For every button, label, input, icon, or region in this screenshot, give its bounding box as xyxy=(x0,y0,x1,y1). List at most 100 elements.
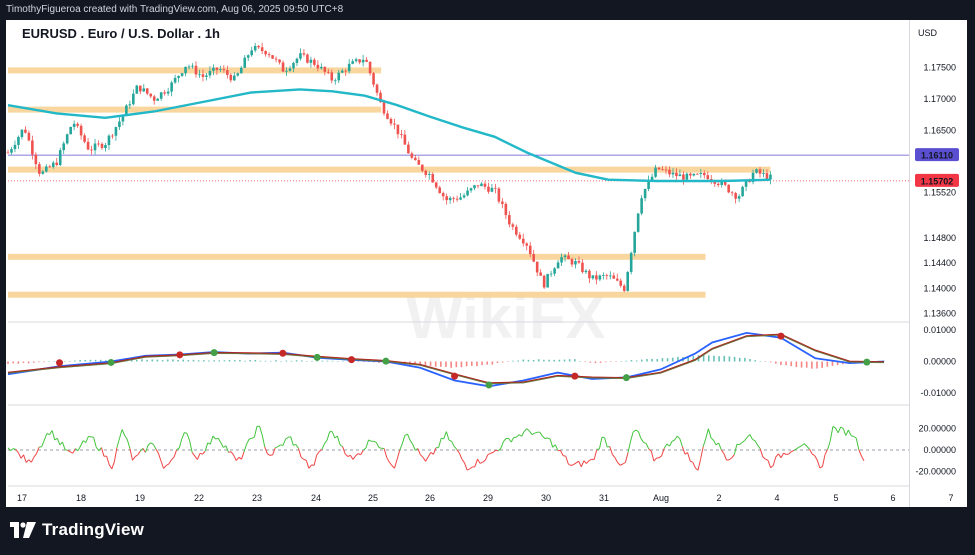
macd-histogram-bar xyxy=(74,360,76,362)
candle-body xyxy=(504,203,508,216)
candle-body xyxy=(487,186,490,192)
candle-body xyxy=(142,88,146,92)
macd-histogram-bar xyxy=(249,360,251,362)
x-axis-tick-7: 7 xyxy=(948,493,953,503)
osc-segment xyxy=(731,454,735,459)
candle-body xyxy=(125,105,128,116)
osc-segment xyxy=(528,430,533,435)
macd-histogram-bar xyxy=(831,361,834,366)
macd-histogram-bar xyxy=(558,359,561,362)
candle-body xyxy=(323,66,327,72)
candle-body xyxy=(365,59,368,62)
osc-segment xyxy=(280,444,284,446)
osc-segment xyxy=(33,453,37,458)
candle-body xyxy=(769,174,772,180)
osc-segment xyxy=(619,463,624,466)
candle-body xyxy=(400,134,403,135)
osc-segment xyxy=(238,456,242,460)
macd-histogram-bar xyxy=(630,360,633,362)
osc-segment xyxy=(648,448,652,452)
moving-average-line xyxy=(7,88,771,183)
osc-segment xyxy=(168,459,172,465)
osc-segment xyxy=(822,454,826,467)
candle-body xyxy=(340,70,344,73)
candle-body xyxy=(720,181,724,185)
macd-histogram-bar xyxy=(476,361,478,367)
osc-segment xyxy=(728,457,733,461)
osc-segment xyxy=(850,435,854,437)
macd-histogram-bar xyxy=(522,359,525,362)
osc-segment xyxy=(427,452,432,458)
macd-histogram-bar xyxy=(733,356,736,362)
osc-segment xyxy=(155,448,159,454)
candle-body xyxy=(490,187,494,192)
candle-body xyxy=(194,65,198,75)
osc-segment xyxy=(645,443,650,450)
tradingview-brand[interactable]: TradingView xyxy=(10,520,144,540)
osc-segment xyxy=(139,448,144,452)
macd-histogram-bar xyxy=(99,359,102,362)
osc-segment xyxy=(860,455,865,461)
osc-segment xyxy=(715,442,719,446)
macd-histogram-bar xyxy=(759,361,762,362)
osc-segment xyxy=(326,431,331,441)
candle-body xyxy=(574,261,577,265)
macd-histogram-bar xyxy=(378,361,380,363)
osc-segment xyxy=(746,434,751,438)
osc-segment xyxy=(176,447,180,451)
osc-segment xyxy=(275,446,278,449)
candle-body xyxy=(198,74,201,76)
axes-layer: 17 18 19 22 23 24 25 26 29 30 31 Aug 2 4 5 6 71.175001.1… xyxy=(8,62,959,503)
macd-histogram-bar xyxy=(465,361,468,367)
osc-segment xyxy=(414,448,419,451)
macd-histogram-bar xyxy=(661,358,664,362)
osc-segment xyxy=(627,441,631,453)
osc-segment xyxy=(552,444,556,448)
macd-histogram-bar xyxy=(517,360,519,362)
osc-segment xyxy=(575,460,579,464)
chart-svg[interactable]: WikiFX 17 18 19 22 23 24 25 26 29 30 31 Aug 2 4 5 6 71.1… xyxy=(6,20,967,507)
candle-body xyxy=(508,215,511,225)
osc-segment xyxy=(650,450,655,462)
candle-body xyxy=(145,88,149,94)
candle-body xyxy=(316,64,320,69)
osc-segment xyxy=(298,448,302,458)
candle-body xyxy=(128,104,132,106)
macd-histogram-bar xyxy=(146,359,148,362)
candle-body xyxy=(483,183,487,187)
osc-segment xyxy=(308,464,312,469)
candle-body xyxy=(730,192,734,194)
candle-body xyxy=(473,185,476,189)
attribution-text: TimothyFigueroa created with TradingView… xyxy=(6,4,344,15)
osc-segment xyxy=(739,442,743,445)
candle-body xyxy=(379,92,382,103)
osc-segment xyxy=(13,448,16,450)
osc-segment xyxy=(809,448,813,455)
candle-body xyxy=(177,75,180,78)
macd-histogram-bar xyxy=(275,360,277,362)
macd-cross-down xyxy=(571,372,579,380)
candle-body xyxy=(626,271,630,291)
candle-body xyxy=(118,121,121,128)
candle-body xyxy=(250,50,254,56)
osc-segment xyxy=(147,442,152,446)
macd-histogram-bar xyxy=(218,360,221,362)
macd-histogram-bar xyxy=(800,361,803,368)
osc-segment xyxy=(707,428,712,438)
chart-panel[interactable]: WikiFX 17 18 19 22 23 24 25 26 29 30 31 Aug 2 4 5 6 7 1.1… xyxy=(6,20,967,507)
macd-histogram-bar xyxy=(295,360,298,362)
candle-body xyxy=(518,234,522,239)
candle-body xyxy=(333,80,337,82)
osc-segment xyxy=(604,437,608,448)
osc-segment xyxy=(832,426,836,429)
macd-histogram-bar xyxy=(646,359,648,362)
osc-segment xyxy=(451,441,455,447)
osc-segment xyxy=(186,433,191,441)
currency-label: USD xyxy=(918,28,938,38)
osc-segment xyxy=(7,447,11,451)
candle-body xyxy=(27,132,31,141)
candle-body xyxy=(159,92,163,99)
candle-body xyxy=(191,65,194,67)
candle-body xyxy=(737,196,741,199)
osc-segment xyxy=(417,448,421,455)
